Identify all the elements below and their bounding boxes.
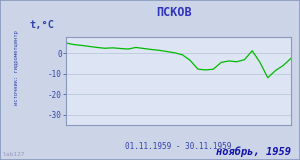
Text: t,°C: t,°C	[30, 20, 55, 30]
Text: источник: гидрометцентр: источник: гидрометцентр	[14, 30, 19, 105]
Text: ПСКОВ: ПСКОВ	[156, 6, 192, 19]
Text: 01.11.1959 - 30.11.1959: 01.11.1959 - 30.11.1959	[125, 142, 232, 151]
Text: ноябрь, 1959: ноябрь, 1959	[216, 146, 291, 157]
Text: lab127: lab127	[3, 152, 26, 157]
